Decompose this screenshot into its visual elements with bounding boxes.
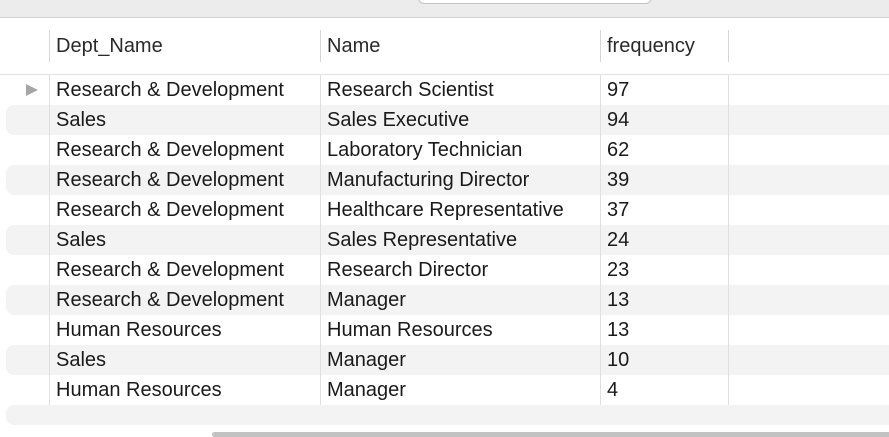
- cell-frequency[interactable]: 24: [600, 225, 728, 255]
- cell-frequency[interactable]: 62: [600, 135, 728, 165]
- cell-frequency[interactable]: 23: [600, 255, 728, 285]
- toolbar-strip: [0, 0, 889, 18]
- empty-table-row[interactable]: [0, 405, 889, 425]
- cell-frequency[interactable]: 13: [600, 315, 728, 345]
- cell-dept-name[interactable]: Research & Development: [49, 285, 320, 315]
- grid-header: Dept_Name Name frequency: [0, 18, 889, 75]
- cell-name[interactable]: Research Scientist: [320, 75, 600, 105]
- cell-dept-name[interactable]: Research & Development: [49, 75, 320, 105]
- cell-name[interactable]: Sales Executive: [320, 105, 600, 135]
- cell-empty: [728, 315, 889, 345]
- cell-frequency[interactable]: 39: [600, 165, 728, 195]
- table-row[interactable]: Research & Development Manufacturing Dir…: [0, 165, 889, 195]
- column-header-frequency[interactable]: frequency: [600, 30, 728, 62]
- cell-empty: [728, 375, 889, 405]
- table-row[interactable]: Sales Manager 10: [0, 345, 889, 375]
- row-pointer-icon: [26, 84, 38, 96]
- table-row[interactable]: Research & Development Healthcare Repres…: [0, 195, 889, 225]
- cell-dept-name[interactable]: Sales: [49, 345, 320, 375]
- cell-name[interactable]: Research Director: [320, 255, 600, 285]
- cell-empty: [728, 105, 889, 135]
- cell-frequency[interactable]: 37: [600, 195, 728, 225]
- cell-frequency[interactable]: 97: [600, 75, 728, 105]
- grid-rows: Research & Development Research Scientis…: [0, 75, 889, 425]
- cell-empty: [728, 345, 889, 375]
- table-row[interactable]: Sales Sales Representative 24: [0, 225, 889, 255]
- cell-name[interactable]: Sales Representative: [320, 225, 600, 255]
- cell-empty: [728, 165, 889, 195]
- cell-empty: [728, 225, 889, 255]
- result-grid: Dept_Name Name frequency Research & Deve…: [0, 18, 889, 425]
- cell-dept-name[interactable]: Sales: [49, 105, 320, 135]
- cell-empty: [728, 195, 889, 225]
- table-row[interactable]: Human Resources Manager 4: [0, 375, 889, 405]
- cell-empty: [728, 255, 889, 285]
- toolbar-control[interactable]: [418, 0, 652, 4]
- cell-name[interactable]: Healthcare Representative: [320, 195, 600, 225]
- cell-empty: [728, 285, 889, 315]
- table-row[interactable]: Research & Development Research Scientis…: [0, 75, 889, 105]
- column-header-dept-name[interactable]: Dept_Name: [49, 30, 320, 62]
- cell-dept-name[interactable]: Research & Development: [49, 165, 320, 195]
- cell-name[interactable]: Laboratory Technician: [320, 135, 600, 165]
- cell-dept-name[interactable]: Research & Development: [49, 195, 320, 225]
- cell-name[interactable]: Manager: [320, 345, 600, 375]
- table-row[interactable]: Research & Development Research Director…: [0, 255, 889, 285]
- cell-name[interactable]: Manufacturing Director: [320, 165, 600, 195]
- cell-name[interactable]: Manager: [320, 375, 600, 405]
- cell-name[interactable]: Manager: [320, 285, 600, 315]
- cell-frequency[interactable]: 94: [600, 105, 728, 135]
- horizontal-scrollbar-thumb[interactable]: [212, 432, 889, 437]
- cell-dept-name[interactable]: Human Resources: [49, 315, 320, 345]
- table-row[interactable]: Sales Sales Executive 94: [0, 105, 889, 135]
- cell-dept-name[interactable]: Sales: [49, 225, 320, 255]
- cell-frequency[interactable]: 10: [600, 345, 728, 375]
- table-row[interactable]: Research & Development Laboratory Techni…: [0, 135, 889, 165]
- cell-empty: [728, 75, 889, 105]
- column-header-name[interactable]: Name: [320, 30, 600, 62]
- cell-dept-name[interactable]: Human Resources: [49, 375, 320, 405]
- cell-frequency[interactable]: 13: [600, 285, 728, 315]
- table-row[interactable]: Human Resources Human Resources 13: [0, 315, 889, 345]
- cell-frequency[interactable]: 4: [600, 375, 728, 405]
- cell-dept-name[interactable]: Research & Development: [49, 255, 320, 285]
- cell-name[interactable]: Human Resources: [320, 315, 600, 345]
- cell-dept-name[interactable]: Research & Development: [49, 135, 320, 165]
- cell-empty: [728, 135, 889, 165]
- column-header-empty: [728, 30, 889, 62]
- table-row[interactable]: Research & Development Manager 13: [0, 285, 889, 315]
